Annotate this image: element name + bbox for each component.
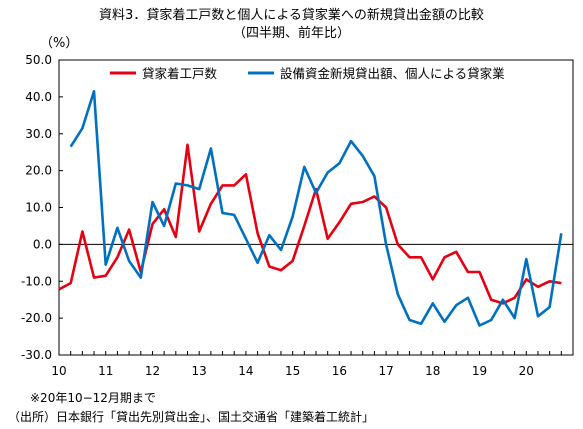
chart-subtitle: （四半期、前年比） [232, 26, 350, 41]
plot-area: -30.0 -20.0 -10.0 0.0 10.0 20.0 30.0 40.0 50.0 10… [21, 53, 574, 378]
y-tick-label: -20.0 [21, 311, 52, 325]
y-tick-label: 50.0 [25, 53, 52, 67]
x-tick-label: 16 [332, 364, 347, 378]
x-tick-label: 14 [238, 364, 253, 378]
x-tick-label: 13 [192, 364, 207, 378]
y-tick-label: 30.0 [25, 127, 52, 141]
y-tick-label: 40.0 [25, 90, 52, 104]
legend-label-2: 設備資金新規貸出額、個人による貸家業 [280, 66, 505, 81]
y-tick-label: -10.0 [21, 274, 52, 288]
y-tick-label: -30.0 [21, 348, 52, 362]
x-tick-label: 12 [145, 364, 160, 378]
y-tick-label: 0.0 [33, 237, 52, 251]
x-tick-label: 17 [378, 364, 393, 378]
chart-title: 資料3．貸家着工戸数と個人による貸家業への新規貸出金額の比較 [99, 8, 484, 23]
x-tick-label: 20 [519, 364, 534, 378]
legend-label-1: 貸家着工戸数 [142, 66, 218, 81]
x-tick-label: 11 [98, 364, 113, 378]
x-tick-label: 15 [285, 364, 300, 378]
series-line-2 [69, 90, 563, 327]
footnote-period: ※20年10−12月期まで [30, 391, 156, 405]
x-tick-label: 18 [425, 364, 440, 378]
y-tick-label: 10.0 [25, 201, 52, 215]
footnote-source: （出所）日本銀行「貸出先別貸出金」、国土交通省「建築着工統計」 [8, 410, 375, 424]
x-tick-label: 10 [51, 364, 66, 378]
series-line-1 [58, 143, 562, 305]
x-tick-label: 19 [472, 364, 487, 378]
y-tick-label: 20.0 [25, 164, 52, 178]
y-axis-unit-label: （%） [40, 36, 79, 51]
